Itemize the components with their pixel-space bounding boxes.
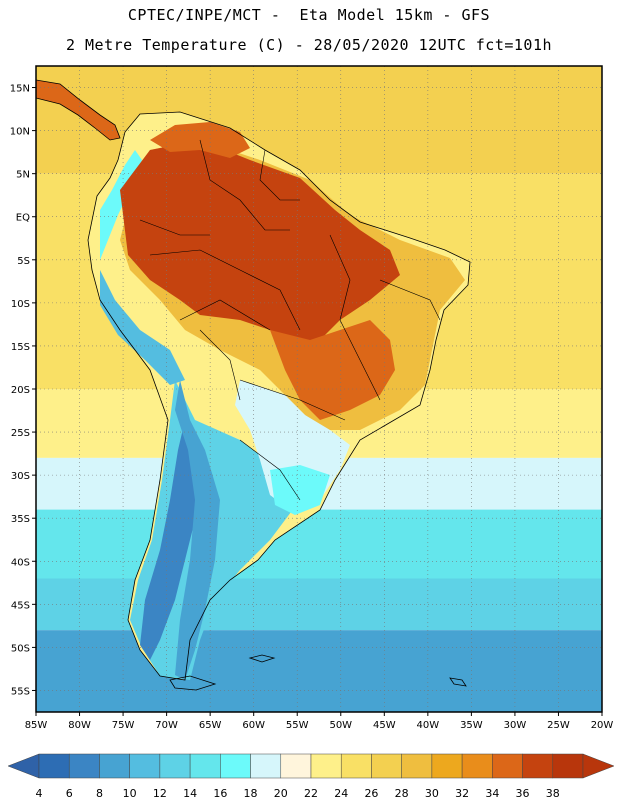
lat-label: 30S — [11, 471, 30, 482]
south-georgia — [449, 677, 467, 687]
colorbar-label: 4 — [36, 787, 43, 800]
lon-label: 45W — [373, 720, 396, 731]
lon-label: 60W — [242, 720, 265, 731]
colorbar-label: 12 — [153, 787, 167, 800]
colorbar-label: 6 — [66, 787, 73, 800]
colorbar-swatch-15 — [492, 753, 523, 779]
lat-label: 5N — [16, 170, 30, 181]
central-america-coastline — [36, 79, 121, 141]
coastlines-borders — [36, 79, 471, 691]
andes-ridge-field — [175, 380, 220, 680]
colorbar-label: 32 — [455, 787, 469, 800]
colorbar-label: 20 — [274, 787, 288, 800]
lat-label: 35S — [11, 514, 30, 525]
lon-label: 30W — [504, 720, 527, 731]
chart-title-line1: CPTEC/INPE/MCT - Eta Model 15km - GFS — [127, 6, 491, 24]
lon-label: 85W — [25, 720, 48, 731]
colorbar-label: 10 — [123, 787, 137, 800]
colorbar-label: 14 — [183, 787, 197, 800]
lat-label: 55S — [11, 686, 30, 697]
colorbar-label: 34 — [485, 787, 499, 800]
colorbar-swatch-12 — [401, 753, 433, 779]
lat-label: 25S — [11, 428, 30, 439]
lat-label: 50S — [11, 643, 30, 654]
colorbar-under-arrow — [7, 753, 40, 779]
colorbar-swatch-4 — [159, 753, 191, 779]
colorbar-label: 36 — [516, 787, 530, 800]
colorbar-label: 38 — [546, 787, 560, 800]
colorbar-swatch-5 — [189, 753, 221, 779]
central-america-field — [36, 80, 120, 140]
lon-label: 20W — [591, 720, 614, 731]
longitude-labels: 85W 80W 75W 70W 65W 60W 55W 50W 45W 40W 35W 30W 25W 2… — [25, 712, 614, 731]
lat-label: 10N — [10, 127, 30, 138]
lon-label: 50W — [329, 720, 352, 731]
ocean-band-4 — [36, 509, 602, 579]
colorbar-label: 30 — [425, 787, 439, 800]
colorbar-label: 28 — [395, 787, 409, 800]
lon-label: 55W — [286, 720, 309, 731]
lat-label: 45S — [11, 600, 30, 611]
colorbar-swatch-3 — [129, 753, 161, 779]
lat-label: 5S — [17, 256, 30, 267]
lon-label: 75W — [112, 720, 135, 731]
colorbar-swatch-11 — [371, 753, 402, 779]
lat-label: 40S — [11, 557, 30, 568]
tierra-del-fuego — [169, 675, 217, 691]
lat-label: EQ — [16, 213, 30, 224]
colorbar-swatch-17 — [552, 753, 584, 779]
chart-title-line2: 2 Metre Temperature (C) - 28/05/2020 12U… — [65, 36, 553, 54]
lon-label: 70W — [155, 720, 178, 731]
lat-label: 10S — [11, 299, 30, 310]
colorbar-label: 24 — [334, 787, 348, 800]
peru-andes-cool-field — [100, 270, 185, 385]
country-borders — [139, 139, 441, 501]
colorbar-swatch-10 — [340, 753, 372, 779]
colorbar-swatch-0 — [38, 753, 70, 779]
patagonia-cold-field — [140, 420, 205, 660]
central-hot-field — [270, 320, 395, 420]
colorbar-label: 8 — [96, 787, 103, 800]
colorbar-swatch-13 — [431, 753, 463, 779]
colorbar-swatch-9 — [310, 753, 342, 779]
colorbar-swatch-14 — [461, 753, 493, 779]
continent-temperature-field — [36, 80, 470, 680]
lon-label: 35W — [460, 720, 483, 731]
south-america-coastline — [87, 111, 471, 681]
colorbar-label: 26 — [364, 787, 378, 800]
colorbar-swatch-16 — [522, 753, 554, 779]
colorbar-swatch-2 — [99, 753, 130, 779]
amazon-hot-field — [120, 140, 400, 345]
lat-label: 20S — [11, 385, 30, 396]
latitude-labels: 15N 10N 5N EQ 5S 10S 15S 20S 25S 30S 35S 40S 45S 50S 5… — [10, 84, 36, 697]
colorbar: 4 6 8 10 12 14 16 18 20 22 24 26 28 30 32 34 36 38 — [7, 753, 615, 800]
colorbar-swatch-6 — [220, 753, 251, 779]
colorbar-label: 18 — [244, 787, 258, 800]
lon-label: 25W — [547, 720, 570, 731]
colorbar-swatch-7 — [250, 753, 282, 779]
lon-label: 80W — [68, 720, 91, 731]
colorbar-over-arrow — [582, 753, 615, 779]
lon-label: 40W — [417, 720, 440, 731]
falkland-islands — [248, 654, 276, 663]
lat-label: 15S — [11, 342, 30, 353]
ocean-band-6 — [36, 630, 602, 712]
lon-label: 65W — [199, 720, 222, 731]
lat-label: 15N — [10, 84, 30, 95]
colorbar-label: 16 — [213, 787, 227, 800]
colorbar-swatch-1 — [68, 753, 100, 779]
colorbar-label: 22 — [304, 787, 318, 800]
colorbar-swatch-8 — [280, 753, 312, 779]
